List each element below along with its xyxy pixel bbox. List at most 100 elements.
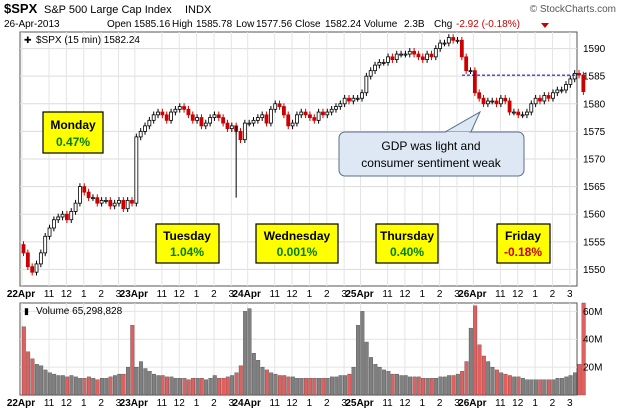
volume-bar bbox=[577, 364, 582, 396]
candle-body bbox=[564, 84, 568, 91]
volume-bar bbox=[477, 344, 482, 396]
candle-body bbox=[286, 114, 291, 127]
price-time-label: 1 bbox=[419, 289, 425, 300]
candle-body bbox=[290, 122, 295, 127]
volume-bar bbox=[121, 373, 126, 396]
volume-bar bbox=[260, 366, 265, 396]
volume-time-label: 12 bbox=[174, 398, 186, 409]
price-time-label: 1 bbox=[307, 289, 313, 300]
price-time-label: 1 bbox=[194, 289, 200, 300]
candle-body bbox=[65, 213, 69, 221]
volume-bar bbox=[369, 357, 373, 396]
price-tick-label: 1560 bbox=[583, 210, 606, 221]
candle-body bbox=[251, 119, 256, 124]
high-label: High bbox=[172, 19, 193, 30]
volume-bar bbox=[86, 376, 91, 396]
high-value: 1585.78 bbox=[196, 19, 233, 30]
candle-body bbox=[164, 114, 169, 121]
volume-bar bbox=[512, 376, 517, 396]
volume-time-label: 2 bbox=[211, 398, 217, 409]
candle-body bbox=[138, 130, 143, 138]
candle-body bbox=[199, 117, 204, 127]
candle-body bbox=[308, 114, 312, 118]
volume-bar bbox=[169, 376, 174, 396]
candle-body bbox=[386, 56, 390, 63]
open-label: Open bbox=[107, 19, 131, 30]
price-time-label: 12 bbox=[512, 289, 524, 300]
volume-bar bbox=[425, 378, 430, 396]
candle-body bbox=[182, 106, 186, 110]
candle-body bbox=[108, 200, 113, 207]
candle-body bbox=[143, 125, 147, 132]
volume-time-label: 2 bbox=[550, 398, 556, 409]
candle-body bbox=[360, 92, 364, 99]
friday-annotation: Friday -0.18% bbox=[496, 223, 551, 264]
candle-body bbox=[190, 114, 195, 121]
volume-bar bbox=[464, 361, 469, 396]
volume-bar bbox=[399, 375, 404, 396]
tuesday-label: Tuesday bbox=[163, 229, 211, 243]
candle-body bbox=[347, 97, 351, 102]
volume-tick-label: 60M bbox=[583, 307, 602, 318]
volume-bar bbox=[91, 378, 96, 396]
callout-line-1: GDP was light and bbox=[381, 139, 480, 153]
volume-bar bbox=[338, 375, 343, 396]
volume-bar bbox=[447, 375, 452, 396]
candle-body bbox=[546, 95, 551, 99]
volume-time-label: 3 bbox=[567, 398, 573, 409]
volume-bar bbox=[82, 378, 87, 396]
candle-body bbox=[420, 56, 425, 61]
price-time-label: 11 bbox=[495, 289, 506, 300]
volume-bar bbox=[247, 308, 252, 396]
price-tick-label: 1570 bbox=[583, 155, 606, 166]
candle-body bbox=[264, 114, 269, 124]
date-label: 26-Apr-2013 bbox=[4, 19, 60, 30]
volume-bar bbox=[65, 376, 70, 396]
price-tick-label: 1555 bbox=[583, 237, 606, 248]
volume-bar bbox=[47, 372, 52, 396]
volume-bar bbox=[273, 373, 278, 396]
volume-bar bbox=[21, 326, 26, 396]
volume-tick-label: 40M bbox=[583, 335, 602, 346]
volume-legend: Volume 65,298,828 bbox=[36, 306, 123, 317]
volume-bar bbox=[165, 376, 169, 396]
candle-body bbox=[377, 61, 382, 66]
candle-body bbox=[416, 53, 421, 58]
wednesday-label: Wednesday bbox=[264, 229, 331, 243]
candle-body bbox=[43, 235, 48, 254]
candle-body bbox=[472, 70, 477, 94]
candle-body bbox=[316, 111, 321, 121]
volume-time-label: 2 bbox=[324, 398, 330, 409]
volume-bar bbox=[434, 378, 439, 396]
candle-body bbox=[56, 216, 61, 221]
candle-body bbox=[394, 53, 399, 61]
candle-body bbox=[364, 75, 369, 94]
volume-bar bbox=[525, 379, 530, 396]
price-tick-label: 1580 bbox=[583, 99, 606, 110]
candle-body bbox=[303, 111, 308, 116]
volume-bar bbox=[56, 375, 61, 396]
candle-body bbox=[512, 111, 516, 114]
candle-body bbox=[442, 42, 447, 45]
volume-bar bbox=[321, 378, 326, 396]
candle-body bbox=[485, 100, 490, 105]
volume-time-label: 11 bbox=[157, 398, 168, 409]
volume-day-label: 23Apr bbox=[120, 398, 148, 409]
candle-body bbox=[516, 111, 521, 116]
volume-bar bbox=[329, 376, 334, 396]
volume-bar bbox=[460, 371, 465, 396]
volume-bar bbox=[507, 375, 512, 396]
candle-body bbox=[338, 103, 343, 107]
low-value: 1577.56 bbox=[256, 19, 293, 30]
volume-bar bbox=[573, 372, 577, 396]
volume-bar bbox=[356, 325, 360, 396]
price-time-label: 12 bbox=[286, 289, 298, 300]
volume-bar bbox=[520, 378, 525, 396]
volume-bar bbox=[73, 376, 78, 396]
volume-bar bbox=[204, 379, 209, 396]
volume-bar bbox=[516, 376, 521, 396]
price-time-label: 3 bbox=[454, 289, 460, 300]
volume-day-label: 25Apr bbox=[345, 398, 373, 409]
candle-body bbox=[208, 117, 213, 124]
price-tick-label: 1550 bbox=[583, 265, 606, 276]
